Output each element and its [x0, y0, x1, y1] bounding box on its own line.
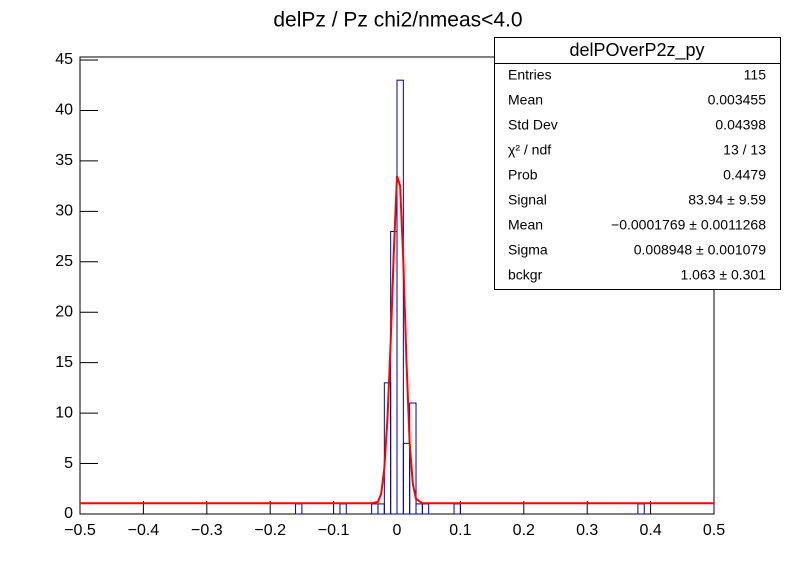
stats-box — [494, 37, 781, 290]
y-tick-label: 35 — [55, 152, 73, 169]
stats-label: χ² / ndf — [508, 142, 551, 158]
fit-curve — [80, 175, 714, 505]
stats-value: 13 / 13 — [723, 142, 766, 158]
stats-label: Entries — [508, 67, 552, 83]
stats-value: 0.008948 ± 0.001079 — [634, 242, 766, 258]
stats-label: Sigma — [508, 242, 548, 258]
stats-label: Std Dev — [508, 117, 558, 133]
stats-value: 0.04398 — [715, 117, 766, 133]
stats-value: 1.063 ± 0.301 — [680, 267, 766, 283]
stats-label: Mean — [508, 217, 543, 233]
y-tick-label: 10 — [55, 404, 73, 421]
y-tick-label: 15 — [55, 354, 73, 371]
x-tick-label: −0.5 — [64, 522, 96, 539]
stats-value: −0.0001769 ± 0.0011268 — [611, 217, 766, 233]
x-tick-label: 0.5 — [703, 522, 725, 539]
stats-value: 0.4479 — [723, 167, 766, 183]
x-tick-label: 0.3 — [576, 522, 598, 539]
stats-label: bckgr — [508, 267, 543, 283]
y-tick-label: 40 — [55, 102, 73, 119]
bar — [409, 402, 417, 515]
stats-title: delPOverP2z_py — [569, 40, 704, 61]
stats-value: 115 — [744, 67, 767, 83]
stats-value: 83.94 ± 9.59 — [688, 192, 766, 208]
y-tick-label: 25 — [55, 253, 73, 270]
y-tick-label: 45 — [55, 51, 73, 68]
y-tick-label: 30 — [55, 203, 73, 220]
stats-label: Signal — [508, 192, 547, 208]
stats-label: Prob — [508, 167, 538, 183]
bar — [396, 79, 404, 515]
x-tick-label: −0.4 — [128, 522, 160, 539]
x-tick-label: −0.1 — [318, 522, 350, 539]
chart-title: delPz / Pz chi2/nmeas<4.0 — [273, 9, 522, 32]
y-tick-label: 5 — [64, 455, 73, 472]
x-tick-label: 0 — [393, 522, 402, 539]
x-tick-label: 0.1 — [449, 522, 471, 539]
x-tick-label: 0.2 — [513, 522, 535, 539]
x-tick-label: 0.4 — [639, 522, 661, 539]
x-tick-label: −0.3 — [191, 522, 223, 539]
x-tick-label: −0.2 — [254, 522, 286, 539]
y-tick-label: 0 — [64, 505, 73, 522]
y-tick-label: 20 — [55, 303, 73, 320]
stats-value: 0.003455 — [708, 92, 767, 108]
stats-label: Mean — [508, 92, 543, 108]
